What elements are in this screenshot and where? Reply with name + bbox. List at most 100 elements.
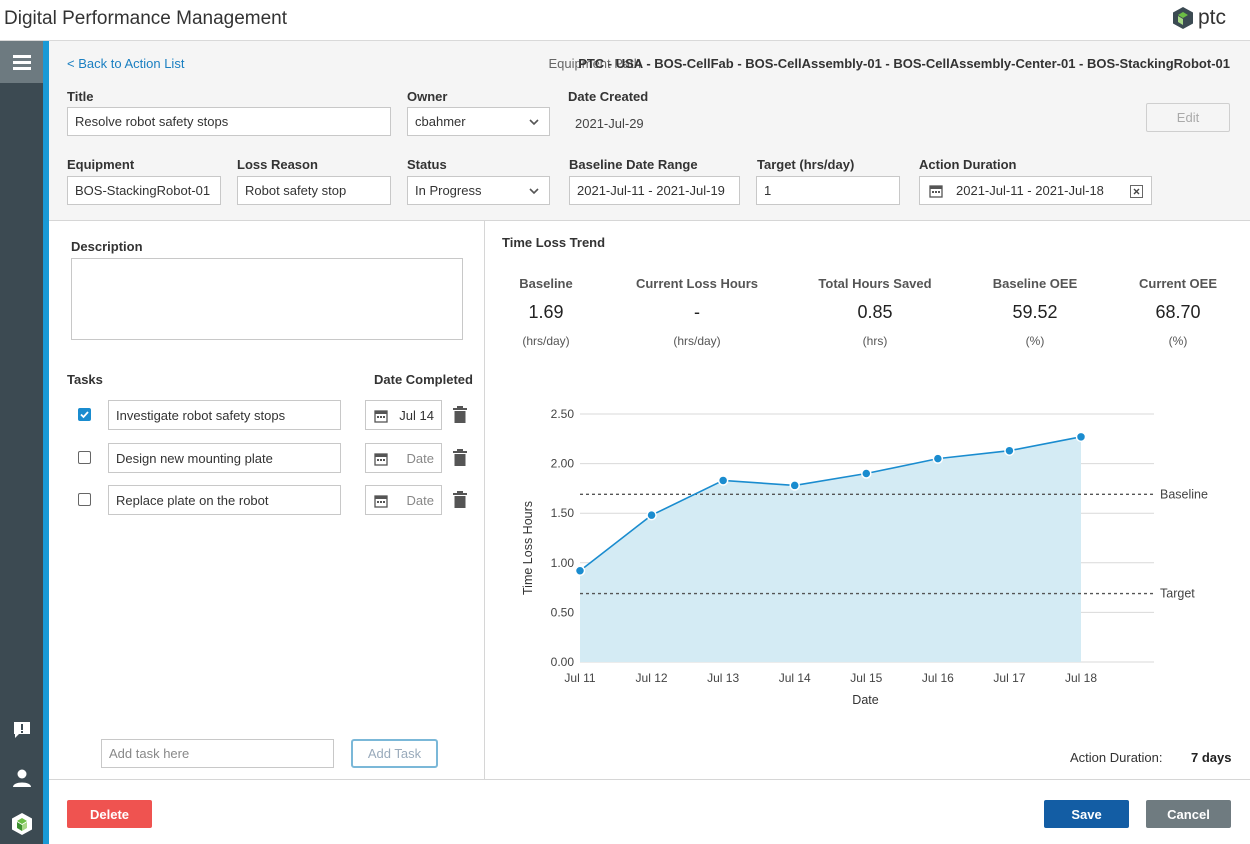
- delete-button[interactable]: Delete: [67, 800, 152, 828]
- action-duration-field[interactable]: 2021-Jul-11 - 2021-Jul-18: [919, 176, 1152, 205]
- stat-baseline: Baseline 1.69 (hrs/day): [466, 276, 626, 348]
- stat-value: 1.69: [528, 302, 564, 322]
- menu-button[interactable]: [0, 41, 43, 83]
- action-duration-label: Action Duration: [919, 157, 1017, 172]
- data-point: [646, 509, 657, 521]
- stat-unit: (hrs/day): [673, 334, 721, 348]
- baseline-date-range-value: 2021-Jul-11 - 2021-Jul-19: [577, 183, 725, 198]
- task-date-value: Date: [406, 493, 434, 508]
- app-title: Digital Performance Management: [4, 8, 288, 29]
- brand-name: ptc: [1197, 6, 1226, 29]
- data-point: [1004, 445, 1015, 456]
- trash-icon[interactable]: [453, 491, 467, 508]
- stat-unit: (%): [1025, 334, 1045, 348]
- task-date-value: Date: [406, 451, 434, 466]
- x-tick-label: Jul 14: [779, 671, 811, 685]
- stat-value: 59.52: [1012, 302, 1058, 322]
- stat-current-oee: Current OEE 68.70 (%): [1098, 276, 1250, 348]
- status-value: In Progress: [415, 183, 482, 198]
- data-point: [1075, 431, 1087, 443]
- baseline-date-range-label: Baseline Date Range: [569, 157, 698, 172]
- edit-button[interactable]: Edit: [1146, 103, 1230, 132]
- back-to-action-list-link[interactable]: < Back to Action List: [67, 56, 185, 71]
- tasks-label: Tasks: [67, 372, 103, 387]
- series-line: [579, 436, 1082, 572]
- date-completed-label: Date Completed: [374, 372, 473, 387]
- task-name-field[interactable]: Investigate robot safety stops: [108, 400, 341, 430]
- reference-line-label: Baseline: [1160, 487, 1208, 501]
- app-home-button[interactable]: [0, 809, 43, 839]
- target-field[interactable]: 1: [756, 176, 900, 205]
- task-checkbox[interactable]: [78, 451, 91, 464]
- owner-label: Owner: [407, 89, 448, 104]
- trend-title: Time Loss Trend: [502, 235, 606, 250]
- stat-current-loss-hours: Current Loss Hours - (hrs/day): [617, 276, 777, 348]
- stat-total-hours-saved: Total Hours Saved 0.85 (hrs): [795, 276, 955, 348]
- task-date-field[interactable]: Jul 14: [365, 400, 442, 430]
- clear-icon[interactable]: [1130, 185, 1143, 198]
- time-loss-chart: 0.00 0.50 1.00 1.50 2.00 2.50 Baseline Target Ju…: [521, 407, 1208, 707]
- status-label: Status: [407, 157, 447, 172]
- feedback-button[interactable]: [0, 715, 43, 745]
- reference-line-label: Target: [1160, 587, 1195, 601]
- owner-select[interactable]: cbahmer: [407, 107, 550, 136]
- action-header: < Back to Action List Equipment Path PTC…: [49, 41, 1250, 221]
- action-duration-summary-value: 7 days: [1191, 750, 1232, 765]
- y-tick-label: 0.00: [551, 655, 575, 669]
- check-icon: [80, 411, 89, 419]
- equipment-field[interactable]: BOS-StackingRobot-01: [67, 176, 221, 205]
- add-task-button[interactable]: Add Task: [351, 739, 438, 768]
- description-label: Description: [71, 239, 143, 254]
- equipment-value: BOS-StackingRobot-01: [75, 183, 211, 198]
- data-point: [861, 468, 872, 479]
- date-created-label: Date Created: [568, 89, 649, 104]
- stat-label: Total Hours Saved: [818, 276, 932, 291]
- data-point: [789, 480, 800, 491]
- x-tick-label: Jul 16: [922, 671, 954, 685]
- x-tick-label: Jul 17: [993, 671, 1025, 685]
- loss-reason-field[interactable]: Robot safety stop: [237, 176, 391, 205]
- description-textarea[interactable]: [71, 258, 463, 340]
- task-name-field[interactable]: Design new mounting plate: [108, 443, 341, 473]
- stat-unit: (%): [1168, 334, 1188, 348]
- calendar-icon: [374, 410, 388, 423]
- task-row: Replace plate on the robot Date: [49, 485, 485, 515]
- trash-icon[interactable]: [453, 406, 467, 423]
- top-bar: Digital Performance Management ptc: [0, 0, 1250, 41]
- x-tick-label: Jul 11: [564, 671, 595, 685]
- data-point: [574, 565, 586, 576]
- cancel-button[interactable]: Cancel: [1146, 800, 1231, 828]
- task-checkbox[interactable]: [78, 493, 91, 506]
- task-row: Design new mounting plate Date: [49, 443, 485, 473]
- target-label: Target (hrs/day): [757, 157, 855, 172]
- action-duration-summary-label: Action Duration:: [1070, 750, 1163, 765]
- title-field[interactable]: Resolve robot safety stops: [67, 107, 391, 136]
- y-tick-label: 2.50: [551, 407, 575, 421]
- task-date-value: Jul 14: [399, 408, 434, 423]
- chevron-down-icon: [529, 188, 539, 195]
- target-value: 1: [764, 183, 772, 198]
- stat-unit: (hrs/day): [522, 334, 570, 348]
- task-name-field[interactable]: Replace plate on the robot: [108, 485, 341, 515]
- task-date-field[interactable]: Date: [365, 443, 442, 473]
- accent-bar: [43, 41, 49, 844]
- trash-icon[interactable]: [453, 449, 467, 466]
- stat-value: 0.85: [857, 302, 893, 322]
- add-task-input[interactable]: Add task here: [101, 739, 334, 768]
- equipment-label: Equipment: [67, 157, 135, 172]
- title-label: Title: [67, 89, 94, 104]
- save-button[interactable]: Save: [1044, 800, 1129, 828]
- equipment-path-label: Equipment Path: [548, 56, 641, 71]
- date-created-value: 2021-Jul-29: [575, 116, 644, 131]
- status-select[interactable]: In Progress: [407, 176, 550, 205]
- footer: Delete Save Cancel: [49, 779, 1250, 844]
- data-point: [717, 475, 729, 486]
- user-button[interactable]: [0, 763, 43, 793]
- x-tick-label: Jul 18: [1065, 671, 1097, 685]
- stat-value: 68.70: [1155, 302, 1201, 322]
- task-checkbox[interactable]: [78, 408, 91, 421]
- stat-value: -: [694, 302, 700, 322]
- baseline-date-range-field[interactable]: 2021-Jul-11 - 2021-Jul-19: [569, 176, 740, 205]
- task-row: Investigate robot safety stops Jul 14: [49, 400, 485, 430]
- task-date-field[interactable]: Date: [365, 485, 442, 515]
